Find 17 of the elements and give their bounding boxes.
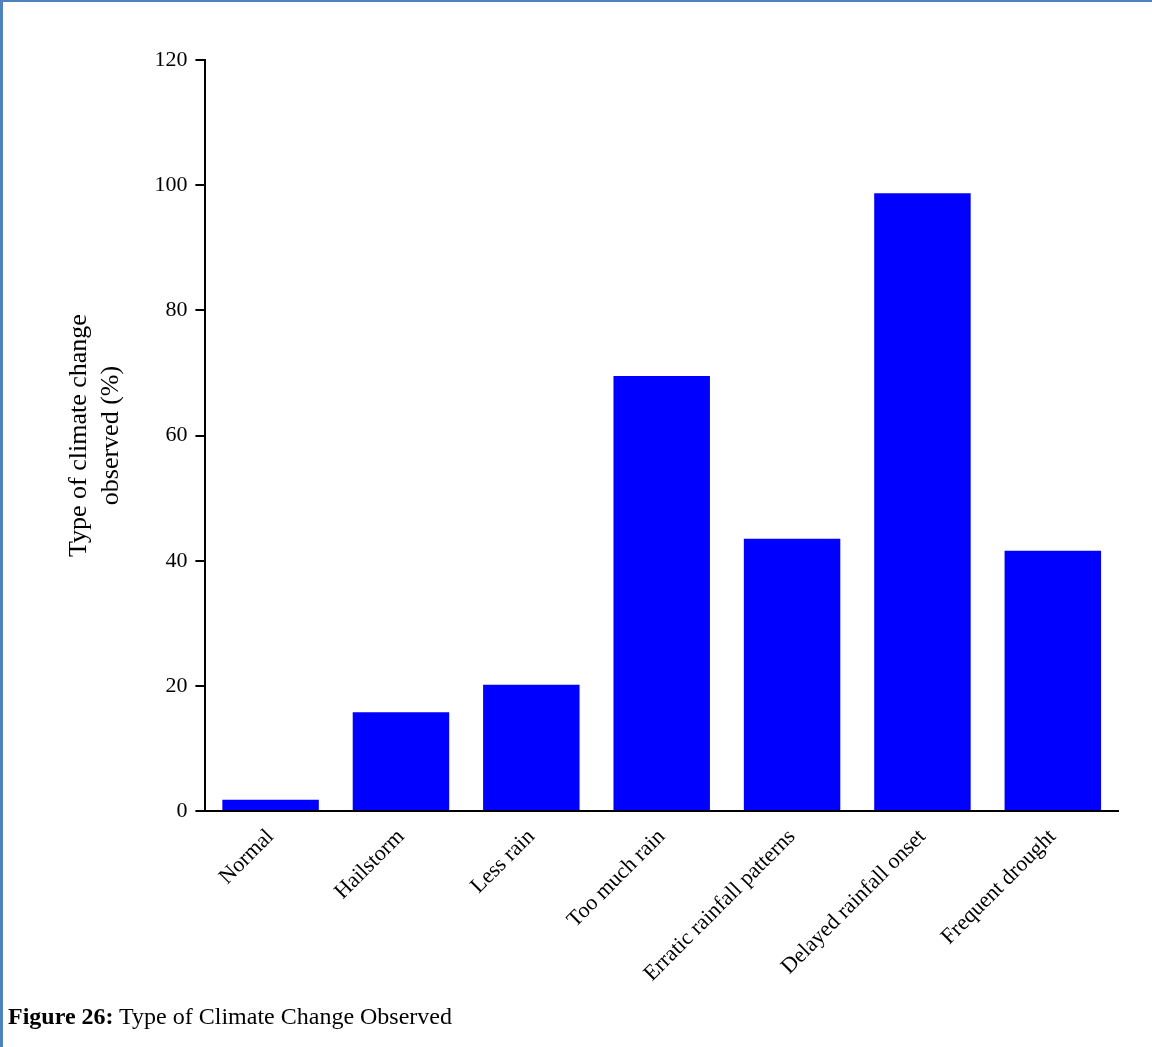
y-tick-label: 60 [165,421,188,447]
caption: Figure 26: Type of Climate Change Observed [8,1003,453,1030]
y-tick-label: 80 [165,296,188,322]
y-tick-label: 20 [165,671,188,697]
bar [613,376,710,811]
y-axis-title: Type of climate change observed (%) [63,314,124,557]
x-tick-label: Less rain [464,823,539,898]
bar [352,712,450,811]
bar [874,193,971,811]
bar [743,538,841,811]
bar [222,799,319,811]
bar [483,684,580,811]
y-tick-label: 120 [154,45,188,71]
y-tick-label: 100 [154,170,188,196]
y-tick-label: 40 [165,546,188,572]
y-tick-label: 0 [176,796,188,822]
bar [1004,550,1102,811]
